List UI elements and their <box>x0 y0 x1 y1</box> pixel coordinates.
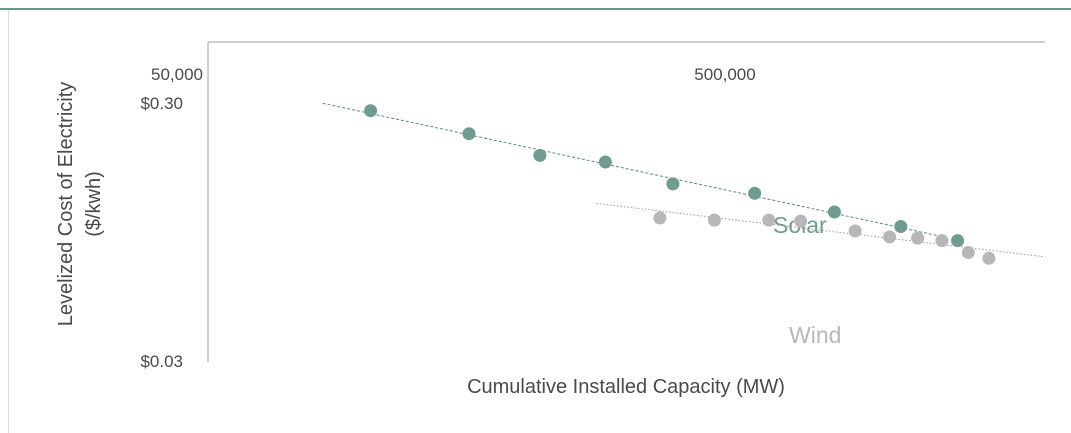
data-point-solar-8 <box>894 220 907 233</box>
data-point-wind-5 <box>849 225 862 238</box>
chart-marks <box>323 103 1045 265</box>
x-tick-label-500000: 500,000 <box>694 65 755 84</box>
data-point-solar-3 <box>533 149 546 162</box>
y-tick-label-0-30: $0.30 <box>140 94 183 113</box>
data-point-wind-6 <box>883 230 896 243</box>
y-axis-title-line-2: ($/kwh) <box>83 171 105 237</box>
x-axis-title: Cumulative Installed Capacity (MW) <box>467 376 785 398</box>
data-point-solar-5 <box>666 177 679 190</box>
trendline-solar <box>323 103 938 235</box>
data-point-solar-6 <box>748 187 761 200</box>
data-point-wind-9 <box>962 246 975 259</box>
y-tick-label-0-03: $0.03 <box>140 352 183 371</box>
series-label-wind: Wind <box>789 322 841 348</box>
data-point-solar-2 <box>463 127 476 140</box>
data-point-wind-1 <box>653 212 666 225</box>
x-tick-label-50000: 50,000 <box>151 65 203 84</box>
y-axis-title-line-1: Levelized Cost of Electricity <box>55 82 77 327</box>
data-point-solar-7 <box>828 206 841 219</box>
data-point-wind-3 <box>762 214 775 227</box>
data-point-wind-8 <box>935 234 948 247</box>
data-point-solar-1 <box>364 104 377 117</box>
data-point-solar-4 <box>599 156 612 169</box>
data-point-wind-10 <box>982 252 995 265</box>
data-point-wind-2 <box>708 214 721 227</box>
data-point-wind-7 <box>911 232 924 245</box>
data-point-solar-9 <box>951 234 964 247</box>
data-point-wind-4 <box>794 215 807 228</box>
y-axis-title: Levelized Cost of Electricity ($/kwh) <box>55 82 105 327</box>
